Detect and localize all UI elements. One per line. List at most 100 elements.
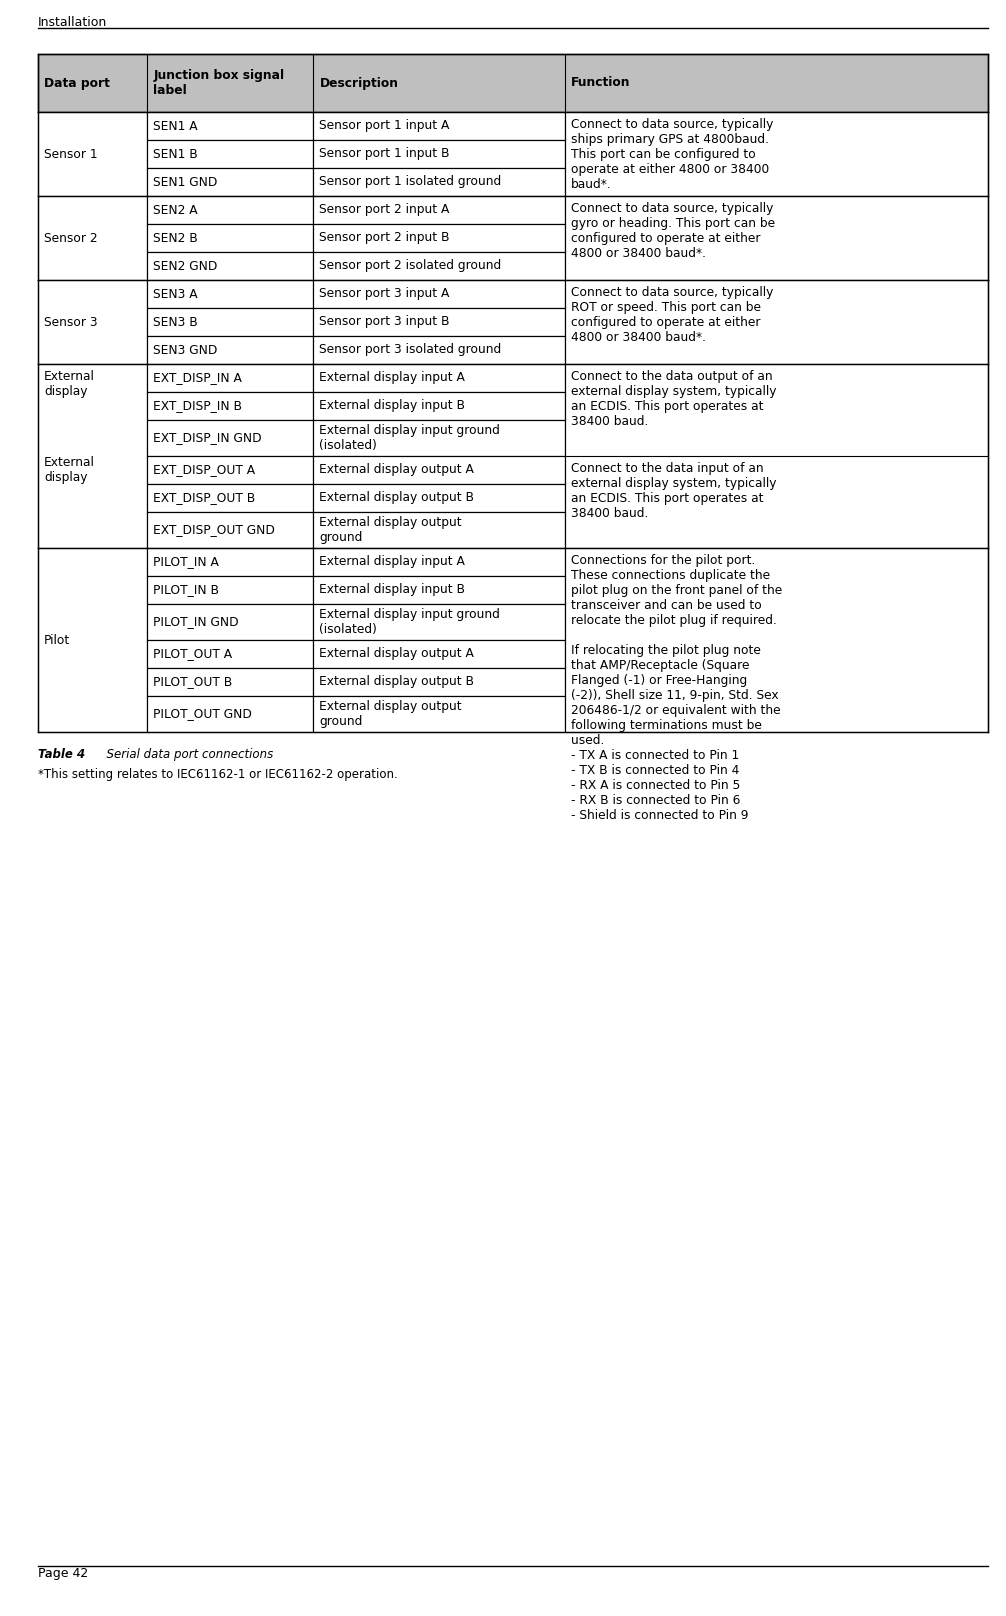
Text: Sensor port 3 input A: Sensor port 3 input A [320,288,450,301]
Bar [147,280,314,309]
Bar [314,640,565,667]
Bar [147,196,314,225]
Text: SEN3 A: SEN3 A [153,288,198,301]
Bar [314,604,565,640]
Text: External display output A: External display output A [320,464,475,477]
Text: Sensor port 3 input B: Sensor port 3 input B [320,315,450,328]
Bar [38,112,147,196]
Text: Description: Description [320,76,398,89]
Bar [147,420,314,456]
Text: EXT_DISP_IN GND: EXT_DISP_IN GND [153,431,262,444]
Text: External display output
ground: External display output ground [320,700,462,727]
Text: EXT_DISP_OUT B: EXT_DISP_OUT B [153,491,256,504]
Bar [314,141,565,168]
Bar [565,548,988,732]
Bar [147,364,314,393]
Bar [314,168,565,196]
Bar [147,696,314,732]
Bar [314,696,565,732]
Bar [38,364,147,548]
Text: External display input A: External display input A [320,556,466,569]
Bar [38,196,147,280]
Text: Sensor port 1 input B: Sensor port 1 input B [320,147,450,160]
Bar [147,393,314,420]
Bar [565,112,988,196]
Bar [314,364,565,393]
Bar [314,252,565,280]
Text: Sensor port 2 input B: Sensor port 2 input B [320,231,450,244]
Text: Serial data port connections: Serial data port connections [83,748,274,761]
Text: EXT_DISP_IN A: EXT_DISP_IN A [153,372,242,385]
Text: SEN2 B: SEN2 B [153,231,198,244]
Bar [147,548,314,575]
Bar [147,168,314,196]
Bar [147,225,314,252]
Text: SEN1 A: SEN1 A [153,120,198,133]
Text: External display output
ground: External display output ground [320,516,462,545]
Text: External display output A: External display output A [320,648,475,661]
Text: Connections for the pilot port.
These connections duplicate the
pilot plug on th: Connections for the pilot port. These co… [571,554,783,823]
Text: External display output B: External display output B [320,675,475,688]
Bar [314,393,565,420]
Text: EXT_DISP_OUT GND: EXT_DISP_OUT GND [153,524,275,537]
Text: SEN3 GND: SEN3 GND [153,344,217,357]
Text: EXT_DISP_OUT A: EXT_DISP_OUT A [153,464,256,477]
Bar [314,420,565,456]
Bar [147,336,314,364]
Bar [314,512,565,548]
Text: PILOT_OUT GND: PILOT_OUT GND [153,708,253,721]
Bar [38,53,988,112]
Bar [147,640,314,667]
Bar [565,280,988,364]
Bar [147,112,314,141]
Text: External display input B: External display input B [320,583,466,596]
Text: Sensor port 2 isolated ground: Sensor port 2 isolated ground [320,260,502,273]
Bar [38,280,147,364]
Text: SEN1 GND: SEN1 GND [153,176,217,189]
Text: Connect to the data output of an
external display system, typically
an ECDIS. Th: Connect to the data output of an externa… [571,370,777,428]
Bar [314,485,565,512]
Text: External
display: External display [44,456,95,485]
Text: Connect to data source, typically
ships primary GPS at 4800baud.
This port can b: Connect to data source, typically ships … [571,118,774,191]
Text: Sensor port 1 input A: Sensor port 1 input A [320,120,450,133]
Bar [314,196,565,225]
Text: Junction box signal
label: Junction box signal label [153,69,285,97]
Bar [314,456,565,485]
Bar [565,364,988,548]
Bar [314,309,565,336]
Bar [147,667,314,696]
Text: Pilot: Pilot [44,633,70,646]
Text: Connect to data source, typically
gyro or heading. This port can be
configured t: Connect to data source, typically gyro o… [571,202,776,260]
Text: Installation: Installation [38,16,108,29]
Text: PILOT_IN B: PILOT_IN B [153,583,219,596]
Text: Sensor 3: Sensor 3 [44,315,98,328]
Text: External display input ground
(isolated): External display input ground (isolated) [320,423,500,452]
Text: Connect to the data input of an
external display system, typically
an ECDIS. Thi: Connect to the data input of an external… [571,462,777,520]
Bar [314,336,565,364]
Bar [147,252,314,280]
Text: SEN2 A: SEN2 A [153,204,198,217]
Text: Data port: Data port [44,76,110,89]
Text: Function: Function [571,76,631,89]
Text: PILOT_IN A: PILOT_IN A [153,556,219,569]
Bar [147,456,314,485]
Bar [147,512,314,548]
Bar [147,485,314,512]
Text: Sensor 1: Sensor 1 [44,147,98,160]
Bar [314,667,565,696]
Bar [147,309,314,336]
Text: PILOT_OUT B: PILOT_OUT B [153,675,232,688]
Text: Page 42: Page 42 [38,1568,89,1580]
Bar [38,548,147,732]
Text: Connect to data source, typically
ROT or speed. This port can be
configured to o: Connect to data source, typically ROT or… [571,286,774,344]
Text: Sensor port 3 isolated ground: Sensor port 3 isolated ground [320,344,502,357]
Text: External display input A: External display input A [320,372,466,385]
Text: SEN1 B: SEN1 B [153,147,198,160]
Bar [314,280,565,309]
Text: External
display: External display [44,370,95,398]
Bar [314,548,565,575]
Bar [147,575,314,604]
Text: PILOT_OUT A: PILOT_OUT A [153,648,232,661]
Text: External display input B: External display input B [320,399,466,412]
Text: Sensor 2: Sensor 2 [44,231,98,244]
